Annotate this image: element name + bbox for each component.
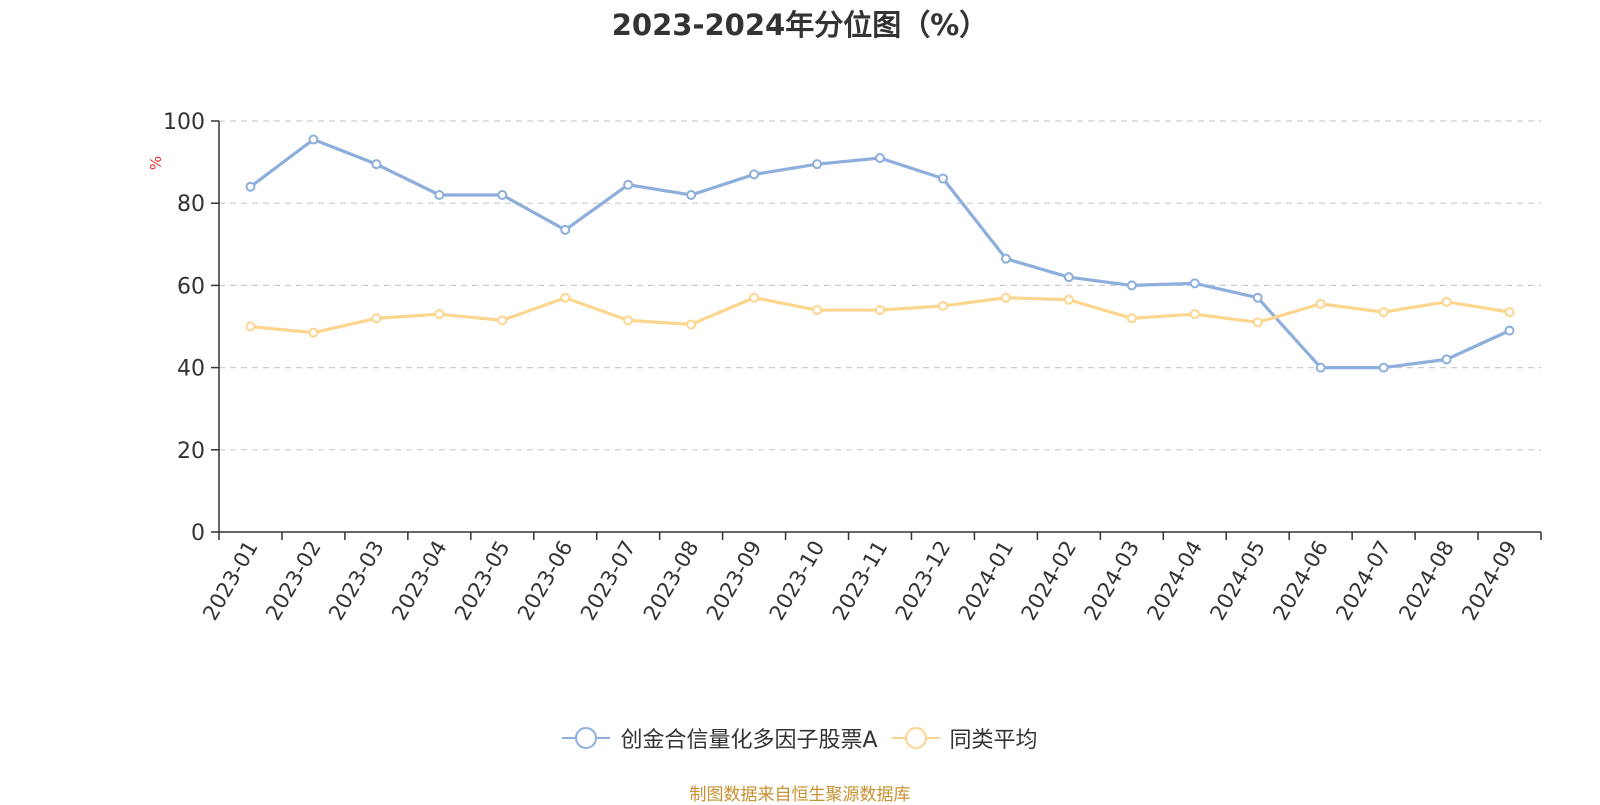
x-tick-label: 2024-05 [1205, 537, 1270, 625]
data-point-series-2 [623, 315, 634, 326]
data-point-series-1 [1252, 292, 1263, 303]
x-tick-label: 2023-08 [639, 537, 704, 625]
series-lines [245, 134, 1515, 373]
data-point-series-1 [308, 134, 319, 145]
data-point-series-1 [875, 152, 885, 163]
data-point-series-2 [434, 309, 445, 320]
data-point-series-1 [371, 159, 382, 170]
data-point-series-1 [686, 189, 697, 200]
data-point-series-1 [1378, 362, 1389, 373]
data-point-series-2 [937, 300, 948, 311]
y-tick-label: 80 [177, 192, 205, 217]
x-tick-label: 2023-04 [387, 537, 452, 625]
data-point-series-2 [812, 305, 823, 316]
data-point-series-1 [1315, 362, 1326, 373]
data-point-series-1 [1504, 325, 1515, 336]
legend-label-series-1: 创金合信量化多因子股票A [620, 728, 878, 753]
source-note: 制图数据来自恒生聚源数据库 [689, 785, 911, 805]
data-point-series-2 [371, 313, 382, 324]
legend-label-series-2: 同类平均 [949, 728, 1038, 753]
x-tick-label: 2024-03 [1079, 537, 1144, 625]
x-tick-label: 2024-08 [1394, 537, 1459, 625]
x-tick-label: 2024-04 [1142, 537, 1207, 625]
data-point-series-2 [1504, 307, 1515, 318]
data-point-series-1 [1441, 354, 1452, 365]
data-point-series-2 [308, 327, 319, 338]
data-point-series-2 [560, 292, 571, 303]
x-tick-label: 2023-01 [198, 537, 263, 625]
x-tick-label: 2023-11 [828, 537, 893, 625]
data-point-series-1 [497, 189, 508, 200]
data-point-series-1 [1000, 253, 1011, 264]
data-point-series-1 [1189, 278, 1200, 289]
x-tick-label: 2024-09 [1457, 537, 1522, 625]
data-point-series-2 [245, 321, 256, 332]
x-tick-label: 2023-05 [450, 537, 515, 625]
data-point-series-2 [497, 315, 508, 326]
data-point-series-2 [1000, 292, 1011, 303]
data-point-series-1 [245, 181, 256, 192]
y-tick-label: 60 [177, 274, 205, 299]
y-tick-label: 40 [177, 357, 205, 382]
data-point-series-2 [1378, 307, 1389, 318]
data-point-series-1 [937, 173, 948, 184]
data-point-series-2 [875, 305, 885, 316]
data-point-series-2 [1189, 309, 1200, 320]
x-tick-label: 2023-09 [702, 537, 767, 625]
data-point-series-2 [1315, 298, 1326, 309]
data-point-series-1 [812, 159, 823, 170]
legend-marker-series-1 [562, 727, 611, 749]
y-tick-label: 0 [191, 521, 205, 546]
data-point-series-2 [1126, 313, 1137, 324]
x-tick-label: 2023-03 [324, 537, 389, 625]
data-point-series-2 [749, 292, 760, 303]
x-tick-label: 2024-07 [1331, 537, 1396, 625]
legend-item-series-2[interactable]: 同类平均 [891, 722, 1038, 754]
data-point-series-2 [1063, 294, 1074, 305]
x-tick-label: 2024-06 [1268, 537, 1333, 625]
x-tick-label: 2023-02 [261, 537, 326, 625]
x-tick-label: 2023-12 [891, 537, 956, 625]
gridlines [219, 120, 1541, 451]
data-point-series-1 [623, 179, 634, 190]
y-tick-label: 100 [163, 110, 205, 135]
y-tick-label: 20 [177, 439, 205, 464]
x-tick-label: 2023-10 [765, 537, 830, 625]
data-point-series-2 [1441, 296, 1452, 307]
legend: 创金合信量化多因子股票A 同类平均 [0, 722, 1600, 754]
series-line-1 [249, 137, 1511, 370]
data-point-series-1 [1063, 272, 1074, 283]
data-point-series-1 [749, 169, 760, 180]
data-point-series-2 [686, 319, 697, 330]
x-tick-label: 2024-02 [1017, 537, 1082, 625]
data-point-series-2 [1252, 317, 1263, 328]
x-tick-label: 2023-07 [576, 537, 641, 625]
y-axis-label: % [147, 156, 165, 170]
data-point-series-1 [560, 224, 571, 235]
data-point-series-1 [1126, 280, 1137, 291]
chart-title: 2023-2024年分位图（%） [611, 8, 989, 42]
legend-marker-series-2 [891, 727, 940, 749]
x-tick-label: 2023-06 [513, 537, 578, 625]
data-point-series-1 [434, 189, 445, 200]
legend-item-series-1[interactable]: 创金合信量化多因子股票A [562, 722, 878, 754]
x-tick-label: 2024-01 [954, 537, 1019, 625]
